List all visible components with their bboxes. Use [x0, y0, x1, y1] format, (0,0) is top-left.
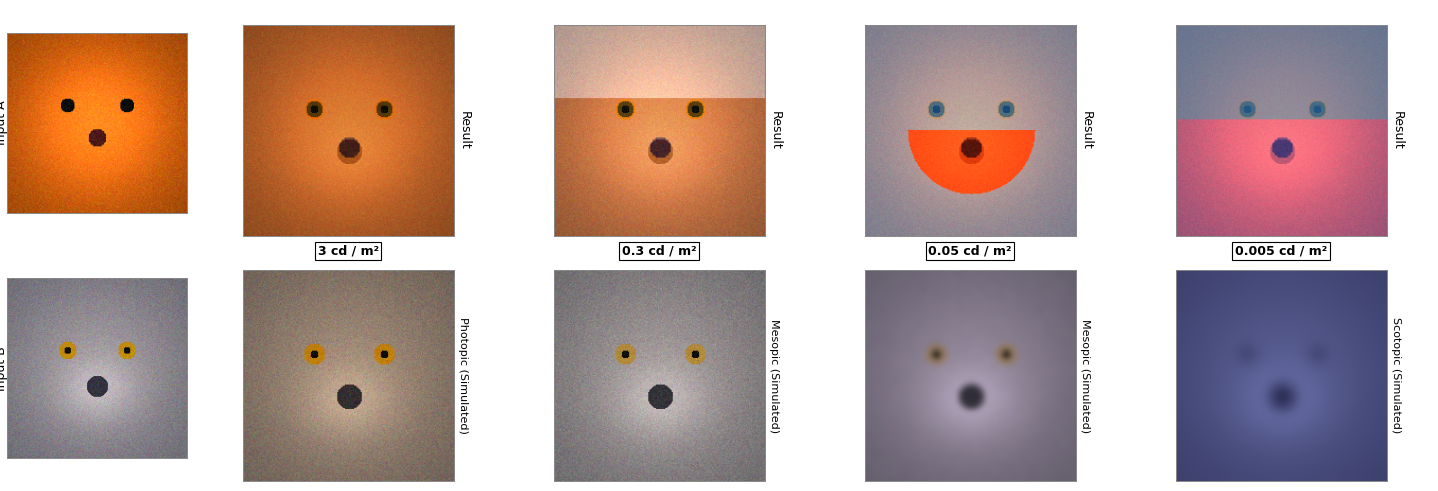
Text: Result: Result [1391, 111, 1403, 149]
Text: 0.05 cd / m²: 0.05 cd / m² [929, 244, 1012, 257]
Text: Input A: Input A [0, 101, 9, 145]
Text: Photopic (Simulated): Photopic (Simulated) [457, 317, 467, 434]
Text: Result: Result [769, 111, 782, 149]
Text: Result: Result [457, 111, 472, 149]
Text: Scotopic (Simulated): Scotopic (Simulated) [1391, 318, 1401, 434]
Text: 3 cd / m²: 3 cd / m² [318, 244, 378, 257]
Text: 0.3 cd / m²: 0.3 cd / m² [621, 244, 696, 257]
Text: Result: Result [1080, 111, 1093, 149]
Text: Input B: Input B [0, 346, 9, 391]
Text: Mesopic (Simulated): Mesopic (Simulated) [1080, 319, 1090, 433]
Text: Mesopic (Simulated): Mesopic (Simulated) [769, 319, 779, 433]
Text: 0.005 cd / m²: 0.005 cd / m² [1235, 244, 1327, 257]
